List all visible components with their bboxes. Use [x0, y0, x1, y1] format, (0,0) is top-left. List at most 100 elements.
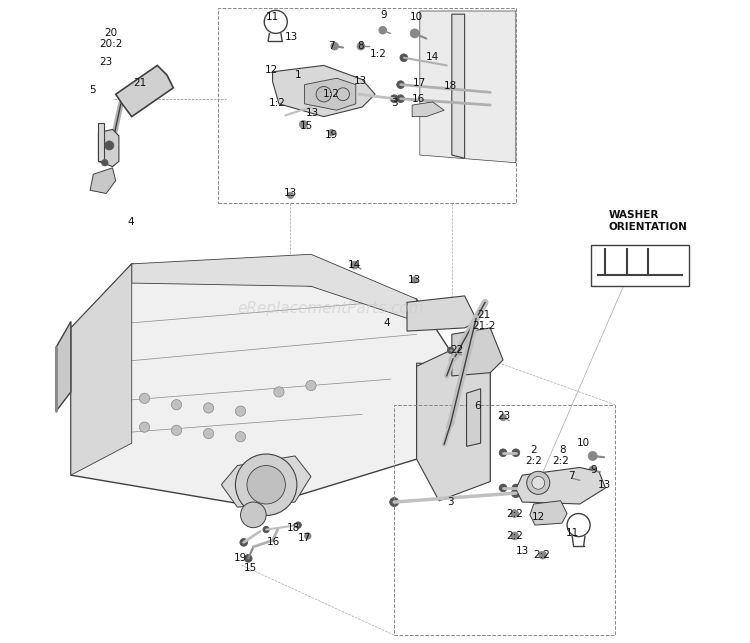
Text: 2:2: 2:2 — [506, 531, 523, 541]
Text: 3: 3 — [391, 98, 398, 107]
Text: 17: 17 — [413, 78, 427, 88]
Circle shape — [442, 62, 451, 69]
Text: 11: 11 — [566, 528, 579, 538]
Text: 1:2: 1:2 — [269, 98, 286, 107]
Text: 13: 13 — [354, 77, 368, 86]
Text: 13: 13 — [284, 188, 297, 199]
Polygon shape — [304, 78, 355, 110]
Circle shape — [172, 399, 182, 410]
Polygon shape — [413, 102, 444, 116]
Circle shape — [287, 192, 294, 199]
Circle shape — [203, 403, 214, 413]
Text: WASHER
ORIENTATION: WASHER ORIENTATION — [609, 210, 688, 232]
Text: 9: 9 — [591, 465, 597, 475]
Polygon shape — [98, 123, 104, 161]
Circle shape — [539, 551, 547, 559]
Circle shape — [304, 533, 311, 539]
Circle shape — [397, 95, 404, 102]
Text: 19: 19 — [234, 554, 248, 563]
Circle shape — [511, 532, 518, 540]
Polygon shape — [452, 328, 503, 376]
Circle shape — [400, 54, 408, 62]
Circle shape — [241, 502, 266, 528]
Circle shape — [390, 498, 399, 507]
Circle shape — [308, 104, 314, 110]
Text: 9: 9 — [380, 10, 387, 21]
Polygon shape — [272, 66, 375, 116]
Text: 15: 15 — [244, 563, 256, 573]
Circle shape — [203, 428, 214, 439]
Text: 13: 13 — [285, 32, 298, 42]
Circle shape — [379, 26, 386, 34]
Text: 10: 10 — [577, 438, 590, 448]
Circle shape — [568, 475, 576, 482]
Text: 13: 13 — [408, 275, 422, 285]
Polygon shape — [452, 14, 465, 158]
Polygon shape — [90, 168, 116, 194]
Circle shape — [140, 422, 150, 432]
Circle shape — [511, 510, 518, 518]
Text: 13: 13 — [598, 480, 610, 490]
Text: 21: 21 — [134, 78, 147, 88]
Circle shape — [412, 276, 418, 283]
Circle shape — [140, 394, 150, 403]
Text: eReplacementParts.com: eReplacementParts.com — [237, 301, 424, 316]
Text: 12: 12 — [532, 512, 545, 521]
Text: 17: 17 — [298, 533, 311, 543]
Text: 14: 14 — [348, 260, 361, 270]
Circle shape — [486, 88, 495, 97]
Text: 21:2: 21:2 — [472, 321, 496, 331]
Circle shape — [589, 466, 596, 474]
Polygon shape — [466, 389, 481, 446]
Circle shape — [512, 484, 520, 492]
Bar — [592, 245, 688, 286]
Text: 2:2: 2:2 — [506, 509, 523, 518]
Text: 2: 2 — [530, 444, 537, 455]
Circle shape — [299, 120, 307, 128]
Text: 23: 23 — [498, 412, 511, 421]
Circle shape — [486, 100, 495, 109]
Circle shape — [466, 427, 473, 433]
Circle shape — [236, 454, 297, 516]
Text: 2:2: 2:2 — [552, 456, 569, 466]
Circle shape — [295, 522, 302, 529]
Circle shape — [500, 449, 507, 457]
Polygon shape — [98, 129, 119, 167]
Text: 18: 18 — [286, 523, 300, 532]
Text: 13: 13 — [306, 109, 320, 118]
Text: 2:2: 2:2 — [533, 550, 550, 560]
Circle shape — [397, 81, 404, 89]
Text: 20: 20 — [105, 28, 118, 39]
Circle shape — [512, 449, 520, 457]
Text: 1:2: 1:2 — [323, 89, 340, 99]
Bar — [394, 404, 615, 635]
Circle shape — [240, 539, 248, 546]
Text: 15: 15 — [300, 122, 313, 131]
Text: 2:2: 2:2 — [525, 456, 542, 466]
Text: 22: 22 — [450, 345, 464, 355]
Polygon shape — [132, 254, 416, 322]
Text: 3: 3 — [447, 497, 454, 507]
Circle shape — [588, 451, 597, 460]
Text: 14: 14 — [426, 52, 439, 62]
Circle shape — [102, 159, 108, 166]
Text: 4: 4 — [127, 217, 134, 227]
Circle shape — [390, 95, 398, 102]
Circle shape — [500, 484, 507, 492]
Circle shape — [532, 476, 544, 489]
Circle shape — [244, 554, 252, 562]
Circle shape — [356, 91, 363, 98]
Polygon shape — [56, 322, 71, 411]
Text: 5: 5 — [88, 85, 95, 95]
Circle shape — [236, 431, 246, 442]
Polygon shape — [530, 501, 567, 525]
Text: 7: 7 — [328, 41, 334, 51]
Text: 18: 18 — [444, 81, 458, 91]
Text: 1:2: 1:2 — [370, 49, 387, 59]
Bar — [218, 8, 516, 203]
Circle shape — [337, 88, 350, 100]
Polygon shape — [416, 363, 491, 482]
Circle shape — [316, 87, 332, 102]
Text: 19: 19 — [325, 129, 338, 140]
Circle shape — [331, 42, 338, 50]
